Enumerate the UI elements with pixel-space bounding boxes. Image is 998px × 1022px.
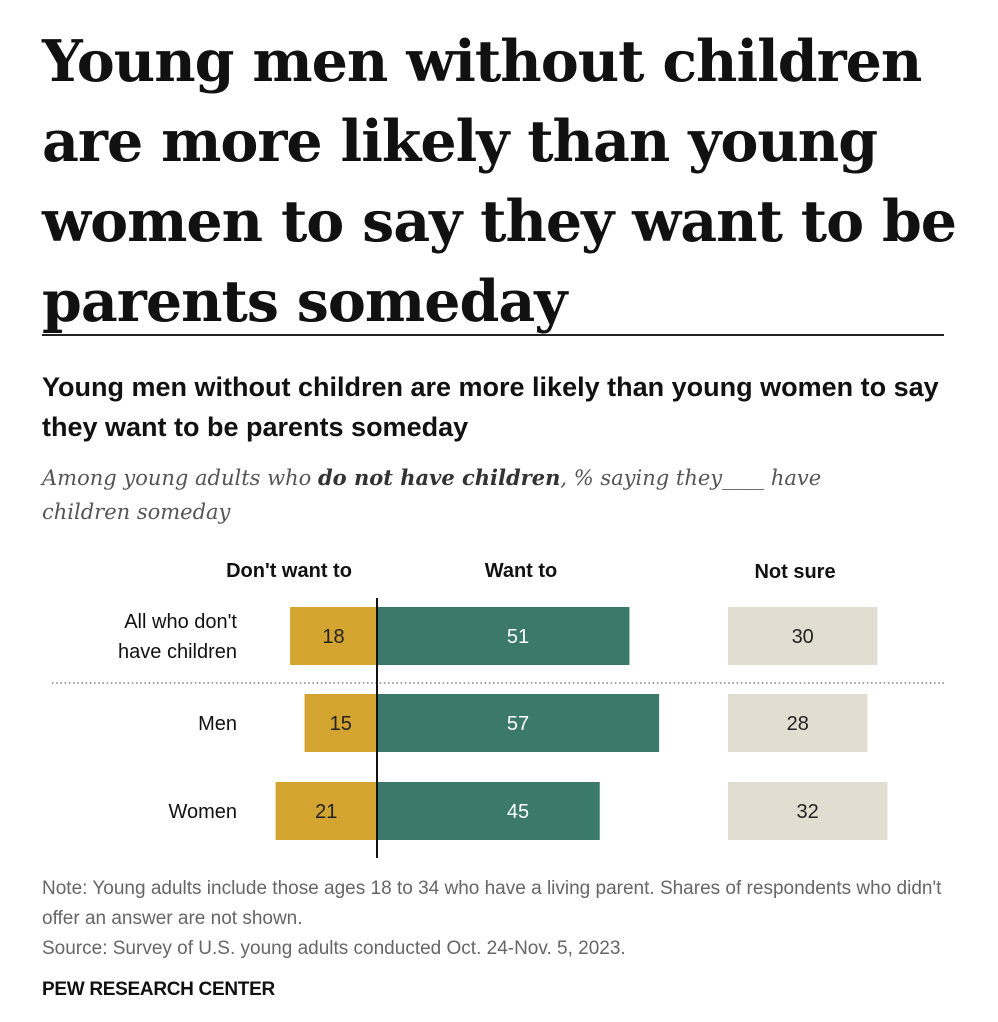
- bar-not-sure: [728, 694, 868, 752]
- category-label: All who don't have children: [118, 611, 237, 663]
- brand-logo: PEW RESEARCH CENTER: [42, 979, 275, 1000]
- note-text: Note: Young adults include those ages 18…: [42, 878, 942, 929]
- value-label-want: 57: [507, 713, 529, 735]
- bar-want: [377, 607, 630, 665]
- subtitle-emphasis: do not have children: [317, 465, 561, 490]
- value-label-want: 51: [507, 626, 529, 648]
- bar-not-sure: [728, 782, 888, 840]
- bar-dont-want: [290, 607, 377, 665]
- value-label-not-sure: 30: [792, 626, 814, 648]
- chart-title: Young men without children are more like…: [42, 372, 939, 442]
- source-text: Source: Survey of U.S. young adults cond…: [42, 938, 626, 959]
- chart-subtitle: Among young adults who do not have child…: [42, 461, 882, 529]
- value-label-not-sure: 28: [787, 713, 809, 735]
- header-want: Want to: [485, 560, 558, 582]
- category-label-line: Men: [198, 713, 237, 735]
- subtitle-tail: , % saying they____ have children someda…: [42, 466, 822, 524]
- category-label: Men: [198, 713, 237, 735]
- diverging-bar-chart: Don't want to Want to Not sure All who don'…: [52, 560, 944, 858]
- header-dont-want: Don't want to: [226, 560, 352, 582]
- bar-dont-want: [304, 694, 377, 752]
- value-label-dont-want: 15: [330, 713, 352, 735]
- category-label-line: have children: [118, 641, 237, 663]
- value-label-dont-want: 18: [322, 626, 344, 648]
- value-label-want: 45: [507, 801, 529, 823]
- subtitle-lead: Among young adults who: [42, 466, 318, 490]
- category-label-line: All who don't: [124, 611, 237, 633]
- header-not-sure: Not sure: [754, 561, 835, 583]
- value-label-dont-want: 21: [315, 801, 337, 823]
- bar-dont-want: [275, 782, 377, 840]
- headline-divider: [42, 334, 944, 336]
- chart-notes: Note: Young adults include those ages 18…: [42, 874, 942, 964]
- bar-want: [377, 694, 660, 752]
- category-label: Women: [168, 801, 237, 823]
- category-label-line: Women: [168, 801, 237, 823]
- bar-not-sure: [728, 607, 878, 665]
- headline: Young men without children are more like…: [42, 28, 957, 335]
- value-label-not-sure: 32: [797, 801, 819, 823]
- bar-want: [377, 782, 600, 840]
